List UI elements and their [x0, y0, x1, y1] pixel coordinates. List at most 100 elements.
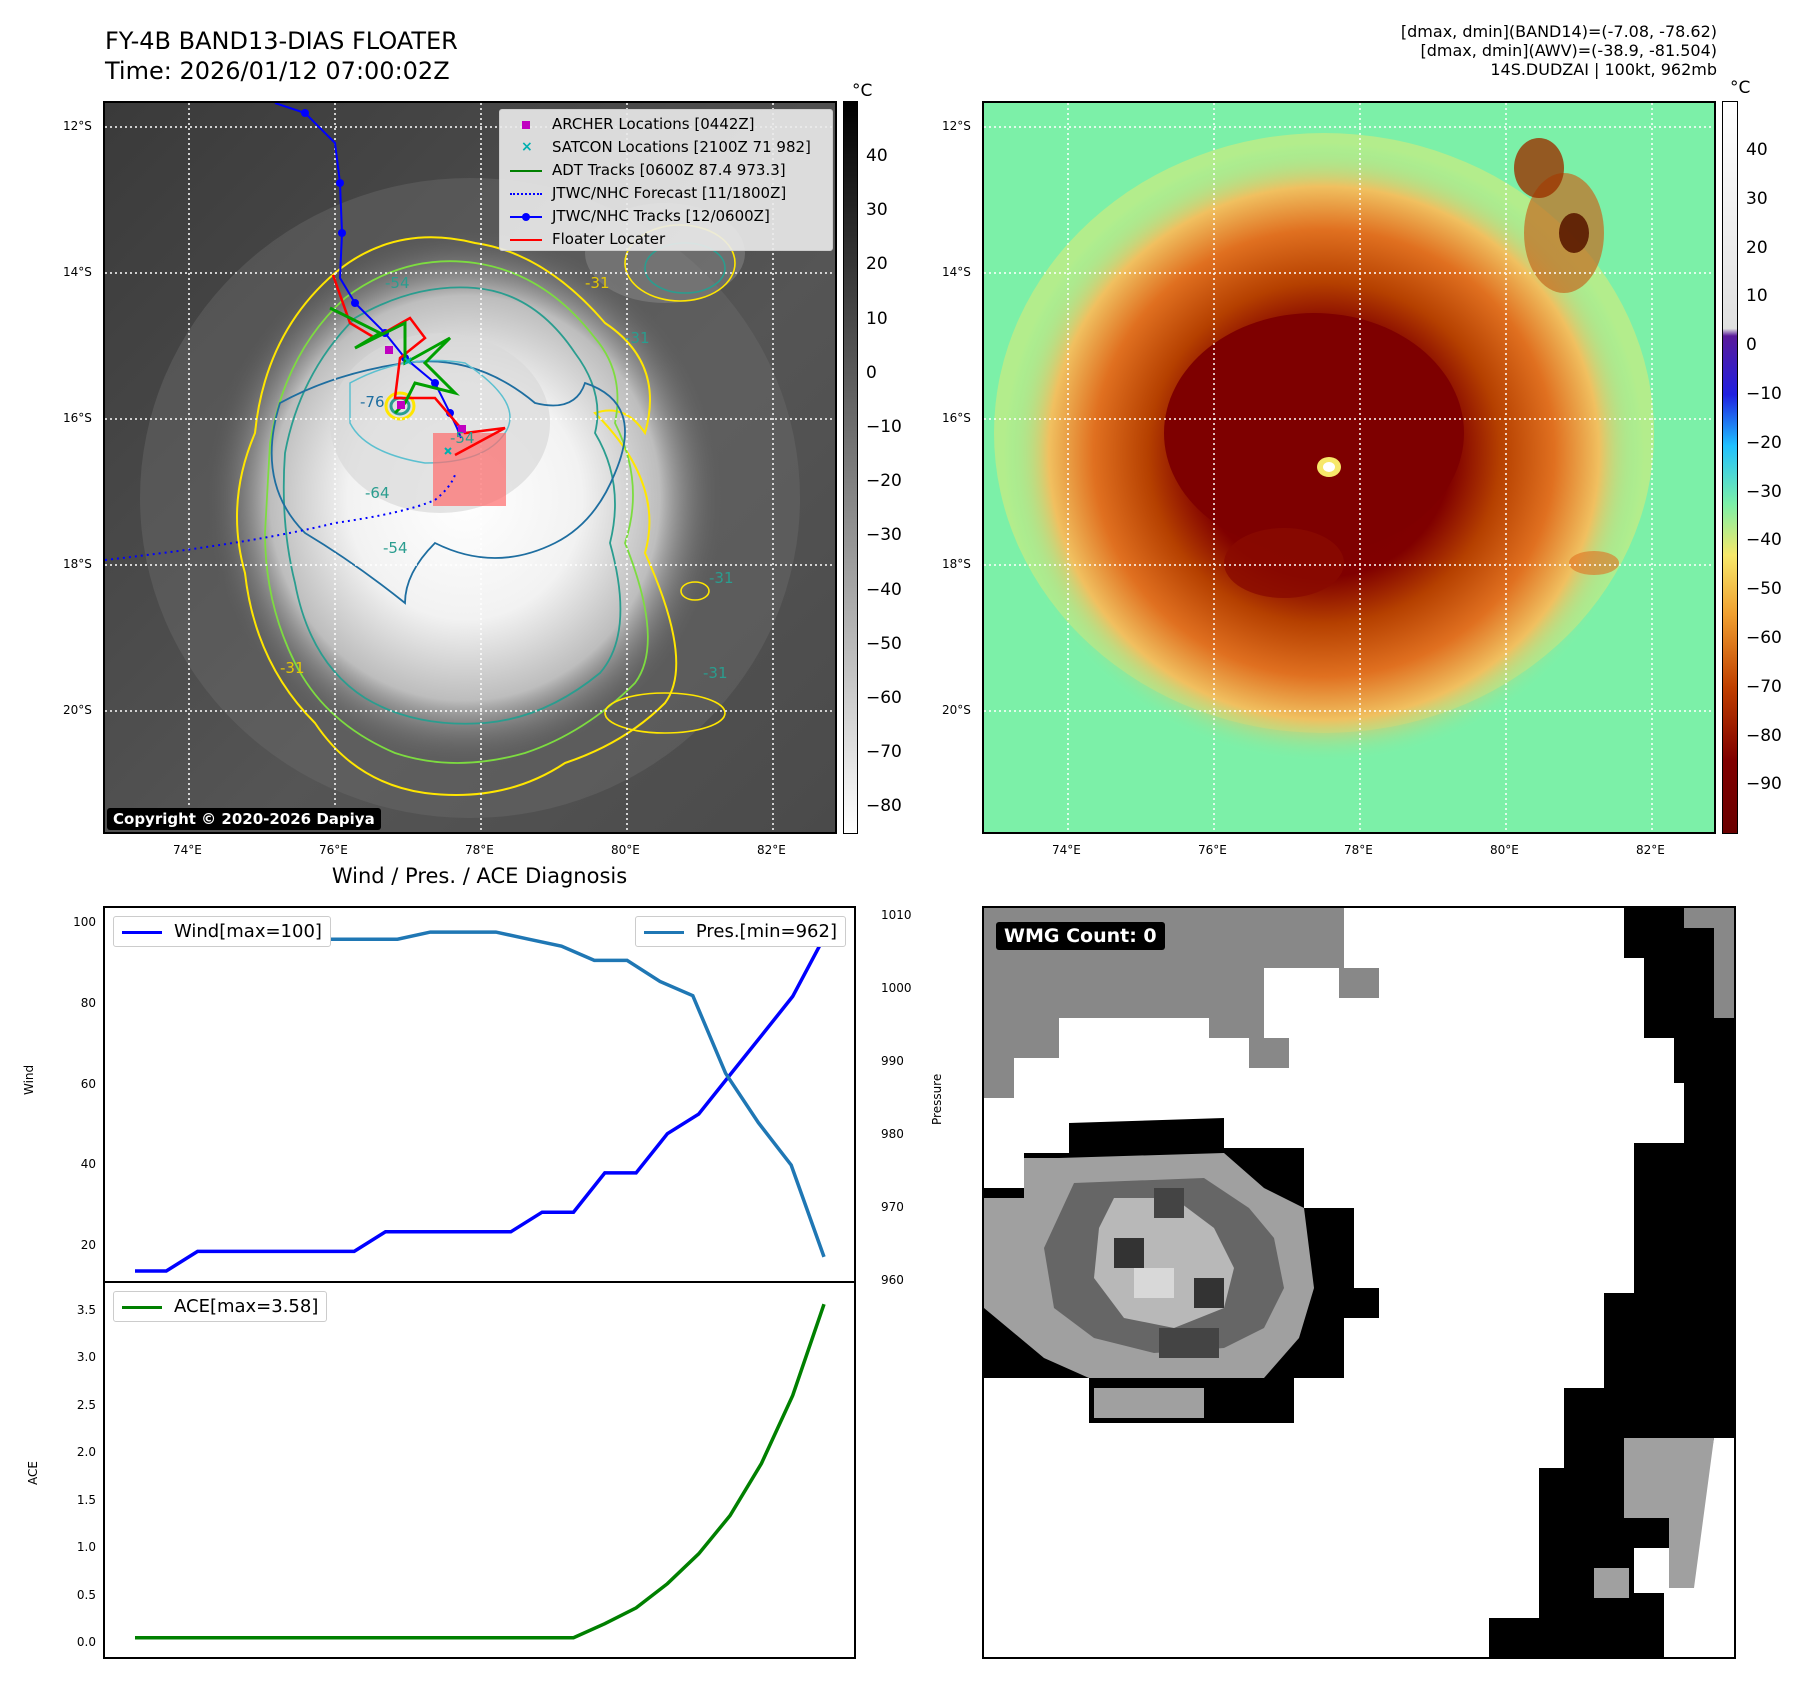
- lat-label-18s-right: 18°S: [942, 557, 971, 571]
- wmg-panel: WMG Count: 0: [982, 906, 1736, 1659]
- lon-label-74e-right: 74°E: [1052, 843, 1081, 857]
- pressure-axis-tick-0: 1010: [881, 908, 912, 922]
- floater-track: [331, 274, 506, 457]
- legend-jtwc: JTWC/NHC Tracks [12/0600Z]: [510, 206, 770, 226]
- pressure-ylabel: Pressure: [930, 1073, 944, 1125]
- info-line-3: 14S.DUDZAI | 100kt, 962mb: [1490, 60, 1717, 79]
- ace-axis-tick-5: 1.0: [76, 1540, 96, 1555]
- color-map-svg: [984, 103, 1714, 832]
- pres-legend: Pres.[min=962]: [634, 916, 846, 947]
- info-line-2: [dmax, dmin](AWV)=(-38.9, -81.504): [1420, 41, 1717, 60]
- lon-label-78e: 78°E: [465, 843, 494, 857]
- contour-label-2: -54: [385, 274, 410, 292]
- color-colorbar-unit: °C: [1730, 78, 1751, 98]
- lon-label-80e: 80°E: [611, 843, 640, 857]
- gray-colorbar: [843, 101, 858, 834]
- pressure-axis-tick-2: 990: [881, 1054, 904, 1068]
- wind-pres-chart: Wind[max=100] Pres.[min=962]: [103, 906, 856, 1283]
- lat-label-18s: 18°S: [63, 557, 92, 571]
- legend-adt: ADT Tracks [0600Z 87.4 973.3]: [510, 160, 786, 180]
- title-line-2: Time: 2026/01/12 07:00:02Z: [105, 57, 450, 85]
- legend-adt-swatch: [510, 165, 542, 177]
- gray-colorbar-tick-8: −40: [866, 579, 902, 600]
- lon-label-76e: 76°E: [319, 843, 348, 857]
- gray-colorbar-tick-4: 0: [866, 362, 877, 383]
- gray-colorbar-tick-3: 10: [866, 308, 888, 329]
- color-colorbar-tick-9: −50: [1746, 579, 1782, 600]
- gray-colorbar-tick-12: −80: [866, 796, 902, 817]
- gray-colorbar-tick-6: −20: [866, 471, 902, 492]
- wind-series-line: [135, 936, 826, 1273]
- pressure-axis-tick-5: 960: [881, 1273, 904, 1287]
- ace-axis-tick-7: 0.0: [76, 1635, 96, 1649]
- color-colorbar-tick-7: −30: [1746, 481, 1782, 502]
- color-colorbar-tick-11: −70: [1746, 676, 1782, 697]
- pressure-series-line: [135, 923, 826, 1258]
- lat-label-16s-right: 16°S: [942, 411, 971, 425]
- color-colorbar-tick-8: −40: [1746, 530, 1782, 551]
- color-colorbar: [1722, 101, 1738, 834]
- wind-axis-tick-3: 40: [80, 1157, 96, 1172]
- gray-colorbar-tick-1: 30: [866, 200, 888, 221]
- adt-track: [329, 306, 460, 415]
- lat-label-20s: 20°S: [63, 703, 92, 717]
- legend-forecast-swatch: [510, 188, 542, 200]
- contour-label-8: -31: [703, 664, 728, 682]
- ace-axis-tick-1: 3.0: [76, 1350, 96, 1365]
- legend-archer-swatch: [510, 119, 542, 131]
- gray-colorbar-tick-7: −30: [866, 525, 902, 546]
- ace-axis-tick-2: 2.5: [76, 1397, 96, 1412]
- ace-axis-tick-6: 0.5: [76, 1587, 96, 1602]
- contour-label-5: -54: [383, 539, 408, 557]
- lon-label-82e: 82°E: [757, 843, 786, 857]
- pressure-axis-tick-4: 970: [881, 1200, 904, 1214]
- color-colorbar-tick-0: 40: [1746, 140, 1768, 160]
- ace-series-line: [135, 1303, 826, 1640]
- lon-label-78e-right: 78°E: [1344, 843, 1373, 857]
- wmg-svg: [984, 908, 1734, 1657]
- color-colorbar-tick-2: 20: [1746, 237, 1768, 258]
- lat-label-14s: 14°S: [63, 265, 92, 279]
- pressure-axis-tick-1: 1000: [881, 981, 912, 995]
- color-colorbar-tick-4: 0: [1746, 335, 1757, 356]
- lon-label-80e-right: 80°E: [1490, 843, 1519, 857]
- color-colorbar-tick-10: −60: [1746, 628, 1782, 648]
- gray-colorbar-tick-9: −50: [866, 633, 902, 654]
- gray-colorbar-unit: °C: [852, 81, 873, 101]
- ace-legend: ACE[max=3.58]: [113, 1291, 328, 1322]
- lat-label-12s: 12°S: [63, 119, 92, 133]
- legend-jtwc-swatch: [510, 211, 542, 223]
- wind-legend-swatch: [122, 930, 162, 934]
- wind-axis-tick-1: 80: [80, 995, 96, 1010]
- lat-label-16s: 16°S: [63, 411, 92, 425]
- info-line-1: [dmax, dmin](BAND14)=(-7.08, -78.62): [1400, 22, 1717, 41]
- gray-colorbar-tick-0: 40: [866, 146, 888, 166]
- wind-axis-tick-4: 20: [80, 1238, 96, 1252]
- ace-ylabel: ACE: [26, 1461, 40, 1485]
- wind-ylabel: Wind: [22, 1064, 36, 1095]
- diagnosis-title: Wind / Pres. / ACE Diagnosis: [331, 864, 628, 888]
- lat-label-12s-right: 12°S: [942, 119, 971, 133]
- pres-legend-swatch: [643, 930, 684, 934]
- legend-archer: ARCHER Locations [0442Z]: [510, 114, 755, 134]
- color-colorbar-tick-12: −80: [1746, 725, 1782, 746]
- title-line-1: FY-4B BAND13-DIAS FLOATER: [105, 27, 458, 55]
- wind-pres-svg: [135, 923, 826, 1273]
- lon-label-82e-right: 82°E: [1636, 843, 1665, 857]
- gray-colorbar-tick-10: −60: [866, 688, 902, 708]
- copyright-badge: Copyright © 2020-2026 Dapiya: [107, 808, 381, 830]
- wind-axis-tick-2: 60: [80, 1076, 96, 1091]
- legend-satcon-swatch: ×: [521, 138, 533, 155]
- figure-info: [dmax, dmin](BAND14)=(-7.08, -78.62) [dm…: [1401, 22, 1717, 79]
- gray-colorbar-tick-11: −70: [866, 742, 902, 763]
- contour-label-3: -64: [365, 484, 390, 502]
- wind-axis-tick-0: 100: [73, 915, 96, 929]
- legend-forecast: JTWC/NHC Forecast [11/1800Z]: [510, 183, 786, 203]
- gray-colorbar-tick-5: −10: [866, 417, 902, 437]
- ace-svg: [135, 1303, 826, 1640]
- lon-label-76e-right: 76°E: [1198, 843, 1227, 857]
- map-legend: ARCHER Locations [0442Z] × SATCON Locatio…: [499, 109, 833, 251]
- floater-box: [433, 433, 506, 506]
- color-map-panel: [982, 101, 1716, 834]
- gray-colorbar-tick-2: 20: [866, 254, 888, 275]
